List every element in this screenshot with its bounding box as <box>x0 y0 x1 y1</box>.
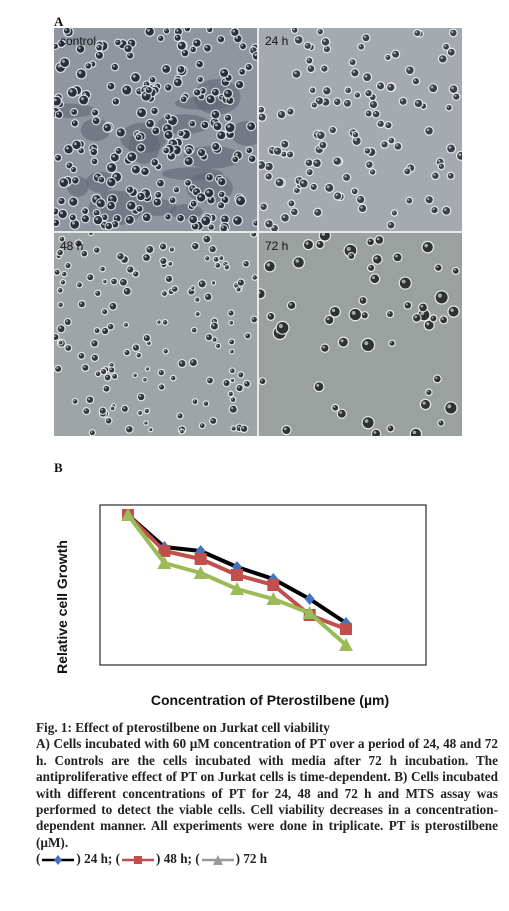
micrograph-72h: 72 h <box>259 233 462 436</box>
data-point-72h-0 <box>121 508 135 521</box>
micrograph-control: control <box>54 28 257 231</box>
caption-body: A) Cells incubated with 60 µM concentrat… <box>36 736 498 850</box>
micrograph-grid: control 24 h 48 h 72 h <box>54 28 462 436</box>
data-point-72h-5 <box>302 606 317 619</box>
line-chart <box>99 504 427 666</box>
data-point-48h-4 <box>267 579 280 591</box>
micrograph-image <box>54 28 257 231</box>
micrograph-label-48h: 48 h <box>60 239 84 253</box>
data-point-72h-6 <box>339 638 353 651</box>
micrograph-24h: 24 h <box>259 28 462 231</box>
legend-symbol-72h <box>201 855 234 866</box>
panel-b-letter: B <box>54 460 63 475</box>
figure-caption: Fig. 1: Effect of pterostilbene on Jurka… <box>36 720 498 868</box>
data-point-72h-2 <box>193 566 208 579</box>
caption-legend: () 24 h; () 48 h; () 72 h <box>36 851 498 867</box>
caption-title: Fig. 1: Effect of pterostilbene on Jurka… <box>36 720 330 735</box>
legend-symbol-24h <box>42 855 75 866</box>
micrograph-label-24h: 24 h <box>265 34 289 48</box>
legend-open-24h: ( <box>36 851 41 867</box>
legend-symbol-48h <box>122 856 155 865</box>
legend-open-48h: ( <box>115 851 121 867</box>
data-point-72h-1 <box>157 556 172 569</box>
plot-area <box>99 504 427 666</box>
legend-close-72h: ) 72 h <box>235 851 268 867</box>
legend-open-72h: ( <box>195 851 200 867</box>
micrograph-48h: 48 h <box>54 233 257 436</box>
data-point-48h-1 <box>158 545 171 557</box>
micrograph-image <box>259 233 462 436</box>
data-point-72h-4 <box>266 592 281 605</box>
micrograph-image <box>54 233 257 436</box>
data-point-48h-3 <box>231 569 243 581</box>
micrograph-label-72h: 72 h <box>265 239 289 253</box>
micrograph-label-control: control <box>60 34 97 48</box>
data-point-48h-2 <box>194 553 207 565</box>
legend-close-48h: ) 48 h; <box>156 851 192 867</box>
data-point-24h-5 <box>304 593 315 605</box>
data-point-48h-6 <box>340 623 352 635</box>
x-axis-label: Concentration of Pterostilbene (µm) <box>150 692 390 708</box>
panel-a-letter: A <box>54 14 64 29</box>
micrograph-image <box>259 28 462 231</box>
data-point-72h-3 <box>230 582 244 595</box>
legend-close-24h: ) 24 h; <box>76 851 113 867</box>
